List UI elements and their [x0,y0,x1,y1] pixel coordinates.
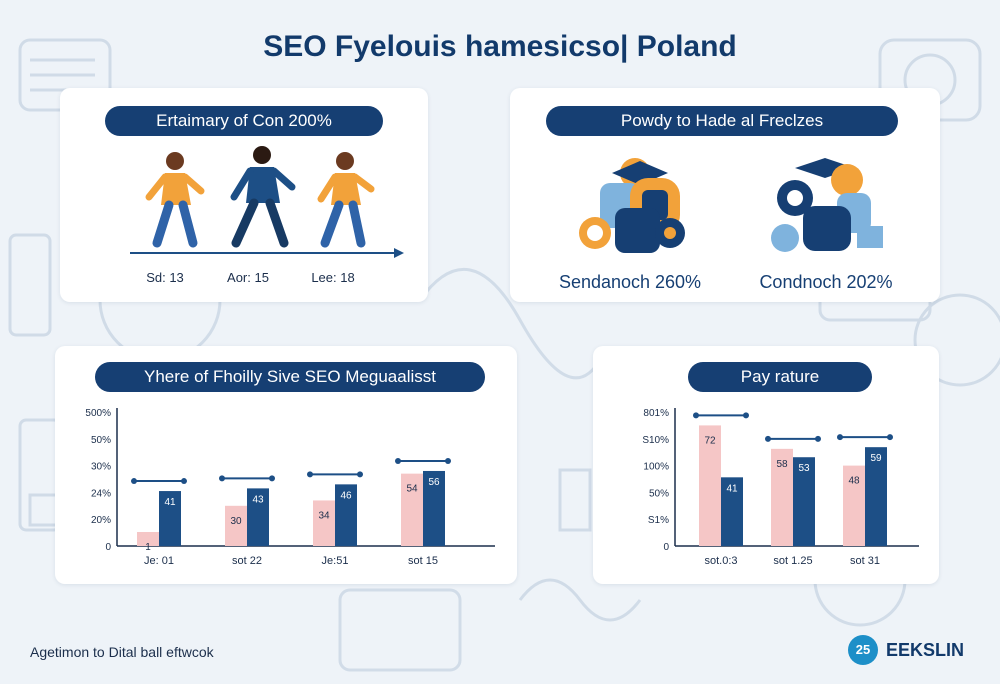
bar-cap-dot [837,434,843,441]
bar-series-1 [225,505,247,546]
y-tick-label: 24% [91,488,111,499]
bar-cap-dot [357,471,363,478]
bar-series-2 [793,457,815,546]
x-category-label: sot 31 [850,555,880,567]
bar-series-1 [771,448,793,546]
bar-cap-dot [269,475,275,482]
x-category-label: Je:51 [322,555,349,567]
bar-cap-dot [743,412,749,419]
bar-cap-dot [181,478,187,485]
bar-cap-dot [887,434,893,441]
bar-series-1 [843,465,865,546]
data-label: 48 [848,476,860,487]
data-label: 56 [428,477,440,488]
panel-bottom-left: Yhere of Fhoilly Sive SEO Meguaalisst 0 2… [55,346,517,584]
x-category-label: sot 1.25 [773,555,812,567]
data-label: 72 [704,435,716,446]
figure-label-3: Lee: 18 [311,270,355,285]
walking-person-icon [145,152,205,248]
bar-series-2 [865,447,887,546]
x-category-label: sot 22 [232,555,262,567]
gear-cluster-icon [771,158,883,252]
footer-caption: Agetimon to Dital ball eftwcok [30,644,214,660]
graduate-cluster-icon [579,158,685,253]
figure-label-1: Sd: 13 [146,270,184,285]
x-category-label: sot 15 [408,555,438,567]
data-label: 1 [145,542,151,553]
y-tick-label: 100% [643,462,669,473]
walking-figures [130,146,404,258]
bar-series-1 [699,425,721,546]
page-title: SEO Fyelouis hamesicso| Poland [263,30,737,63]
x-category-label: Je: 01 [144,555,174,567]
bar-series-2 [335,484,357,546]
panel-bottom-right: Pay rature 0 S1% 50% 100% S10% 801% 72 41 sot.0:… [593,346,939,584]
bar-series-1 [137,532,159,546]
y-tick-label: 0 [105,542,111,553]
bar-cap-dot [445,457,451,464]
data-label: 30 [230,516,242,527]
bar-series-2 [721,477,743,546]
panel-top-left: Ertaimary of Con 200% Sd: 13 Aor: 15 Lee… [60,88,428,302]
chart-1: 0 20% 24% 30% 50% 500% 1 41 Je: 01 30 43 sot 22 34 46… [85,408,495,567]
data-label: 59 [870,453,882,464]
bar-cap-dot [395,457,401,464]
data-label: 34 [318,510,330,521]
data-label: 43 [252,494,264,505]
y-tick-label: 0 [663,542,669,553]
bar-cap-dot [307,471,313,478]
y-tick-label: 801% [643,408,669,419]
group-label-2: Condnoch 202% [759,272,893,292]
chart1-heading: Yhere of Fhoilly Sive SEO Meguaalisst [95,362,485,392]
panel-top-right: Powdy to Hade al Freclzes Sendanoch 260%… [510,88,940,302]
bar-cap-dot [131,478,137,485]
data-label: 53 [798,463,810,474]
y-tick-label: 30% [91,462,111,473]
data-label: 41 [726,483,738,494]
data-label: 54 [406,484,418,495]
chart2-heading: Pay rature [688,362,872,392]
bar-series-2 [159,491,181,546]
y-tick-label: 50% [91,435,111,446]
bar-series-2 [247,488,269,546]
data-label: 58 [776,459,788,470]
y-tick-label: S1% [648,515,669,526]
y-tick-label: 20% [91,515,111,526]
bar-series-1 [313,500,335,546]
data-label: 41 [164,497,176,508]
x-category-label: sot.0:3 [704,555,737,567]
data-label: 46 [340,490,352,501]
brand-name: EEKSLIN [886,639,965,660]
y-tick-label: S10% [642,435,669,446]
brand-logo-icon: 25 [848,635,878,665]
bar-cap-dot [693,412,699,419]
panel-top-left-heading: Ertaimary of Con 200% [105,106,383,136]
bar-cap-dot [219,475,225,482]
walking-person-icon [317,152,375,248]
brand: 25 EEKSLIN [848,632,964,668]
chart-2: 0 S1% 50% 100% S10% 801% 72 41 sot.0:3 58 53 sot 1.… [642,408,919,567]
y-tick-label: 50% [649,488,669,499]
bar-series-1 [401,473,423,546]
figure-label-2: Aor: 15 [227,270,269,285]
bar-cap-dot [815,435,821,442]
y-tick-label: 500% [85,408,111,419]
walking-person-icon [230,146,296,248]
bar-series-2 [423,470,445,546]
bar-cap-dot [765,435,771,442]
group-label-1: Sendanoch 260% [558,272,702,292]
panel-top-right-heading: Powdy to Hade al Freclzes [546,106,898,136]
